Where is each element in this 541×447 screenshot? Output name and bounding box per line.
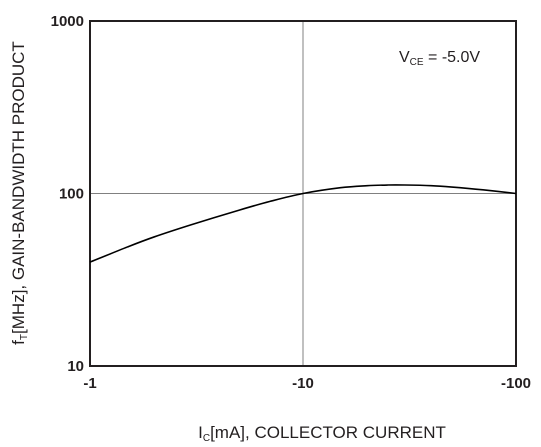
annotation-rest: = -5.0V	[424, 49, 481, 66]
x-tick-labels: -1 -10 -100	[83, 375, 531, 392]
y-axis-title-main: f	[9, 340, 28, 345]
x-tick-label: -10	[292, 375, 314, 392]
y-tick-label: 1000	[51, 13, 84, 30]
x-tick-label: -100	[501, 375, 531, 392]
y-axis-title: fT[MHz], GAIN-BANDWIDTH PRODUCT	[9, 41, 30, 345]
annotation-main: V	[399, 49, 410, 66]
x-axis-title-main: I	[198, 423, 203, 442]
series-line	[89, 184, 517, 263]
y-tick-label: 100	[59, 186, 84, 203]
annotation-sub: CE	[410, 57, 424, 68]
x-axis-title: IC[mA], COLLECTOR CURRENT	[198, 423, 446, 444]
annotation: VCE = -5.0V	[399, 49, 480, 68]
x-tick-label: -1	[83, 375, 96, 392]
y-axis-title-rest: [MHz], GAIN-BANDWIDTH PRODUCT	[9, 41, 28, 334]
x-axis-title-sub: C	[203, 433, 210, 444]
y-tick-label: 10	[67, 358, 84, 375]
y-tick-labels: 10 100 1000	[51, 13, 84, 375]
y-axis-title-sub: T	[19, 334, 30, 340]
series-group	[89, 184, 517, 263]
x-axis-title-rest: [mA], COLLECTOR CURRENT	[210, 423, 446, 442]
